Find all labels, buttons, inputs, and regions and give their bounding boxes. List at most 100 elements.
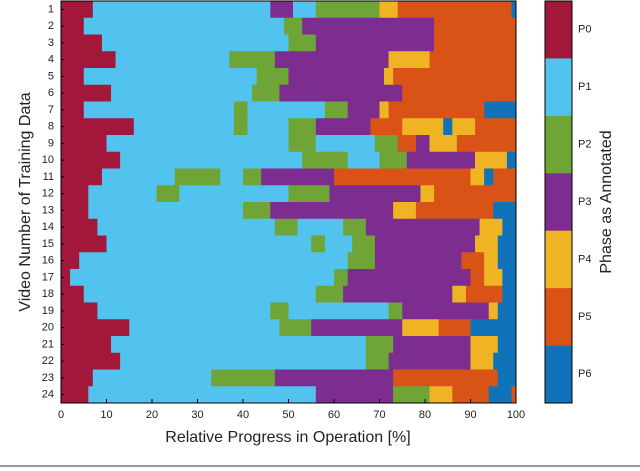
segment <box>279 84 403 102</box>
segment <box>61 269 71 287</box>
segment <box>402 319 439 337</box>
segment <box>511 1 517 19</box>
colorbar-swatch <box>545 115 572 174</box>
segment <box>302 151 348 169</box>
colorbar-swatch <box>545 173 572 232</box>
segment <box>484 269 503 287</box>
segment <box>370 118 403 136</box>
segment <box>302 17 435 35</box>
segment <box>288 34 317 52</box>
segment <box>488 302 499 320</box>
segment <box>120 352 367 370</box>
y-tick-label: 21 <box>42 338 54 350</box>
segment <box>393 202 417 220</box>
segment <box>475 235 499 253</box>
segment <box>315 135 376 153</box>
segment <box>374 235 476 253</box>
segment <box>434 17 517 35</box>
segment <box>434 34 517 52</box>
segment <box>402 302 489 320</box>
segment <box>379 1 398 19</box>
y-tick-label: 22 <box>42 355 54 367</box>
segment <box>83 285 317 303</box>
segment <box>315 1 380 19</box>
colorbar-label: P4 <box>578 253 591 265</box>
segment <box>288 135 317 153</box>
segment <box>311 235 326 253</box>
segment <box>452 118 476 136</box>
segment <box>179 185 289 203</box>
segment <box>406 151 476 169</box>
segment <box>488 386 512 404</box>
segment <box>61 369 94 387</box>
segment <box>484 168 494 186</box>
segment <box>311 319 403 337</box>
segment <box>493 168 517 186</box>
x-tick-label: 40 <box>237 409 249 421</box>
segment <box>379 151 408 169</box>
segment <box>497 302 517 320</box>
segment <box>120 151 303 169</box>
segment <box>388 51 430 69</box>
segment <box>434 185 517 203</box>
segment <box>502 269 517 287</box>
segment <box>106 235 312 253</box>
segment <box>256 68 289 86</box>
segment <box>324 101 348 119</box>
segment <box>315 118 371 136</box>
x-tick-label: 80 <box>419 409 431 421</box>
segment <box>315 34 435 52</box>
segment <box>470 352 494 370</box>
segment <box>393 336 471 354</box>
segment <box>61 135 107 153</box>
y-tick-label: 8 <box>48 121 54 133</box>
y-tick-label: 24 <box>42 389 54 401</box>
segment <box>502 285 517 303</box>
segment <box>279 319 312 337</box>
segment <box>288 185 330 203</box>
x-tick-label: 0 <box>58 409 64 421</box>
segment <box>347 151 380 169</box>
segment <box>61 386 89 404</box>
segment <box>415 135 430 153</box>
segment <box>420 185 435 203</box>
segment <box>174 168 221 186</box>
y-tick-label: 19 <box>42 305 54 317</box>
segment <box>352 235 376 253</box>
segment <box>61 101 85 119</box>
segment <box>61 302 98 320</box>
colorbar-title: Phase as Annotated <box>598 130 615 273</box>
y-tick-label: 3 <box>48 37 54 49</box>
x-tick-label: 60 <box>328 409 340 421</box>
segment <box>429 135 458 153</box>
segment <box>288 302 389 320</box>
segment <box>156 185 180 203</box>
segment <box>274 218 298 236</box>
segment <box>88 185 157 203</box>
segment <box>347 101 380 119</box>
segment <box>502 218 517 236</box>
segment <box>347 252 376 270</box>
segment <box>61 218 98 236</box>
y-tick-label: 11 <box>43 171 54 183</box>
segment <box>97 302 271 320</box>
segment <box>270 202 394 220</box>
y-tick-label: 4 <box>48 54 54 66</box>
colorbar-label: P3 <box>578 196 591 208</box>
segment <box>83 68 257 86</box>
segment <box>274 369 394 387</box>
segment <box>475 151 508 169</box>
segment <box>83 101 235 119</box>
y-tick-label: 2 <box>48 20 54 32</box>
segment <box>220 168 244 186</box>
colorbar-frame <box>544 0 573 404</box>
segment <box>101 34 289 52</box>
y-tick-label: 10 <box>42 154 54 166</box>
segment <box>211 369 276 387</box>
segment <box>456 135 517 153</box>
segment <box>475 118 517 136</box>
segment <box>343 285 453 303</box>
segment <box>61 235 107 253</box>
segment <box>61 319 130 337</box>
